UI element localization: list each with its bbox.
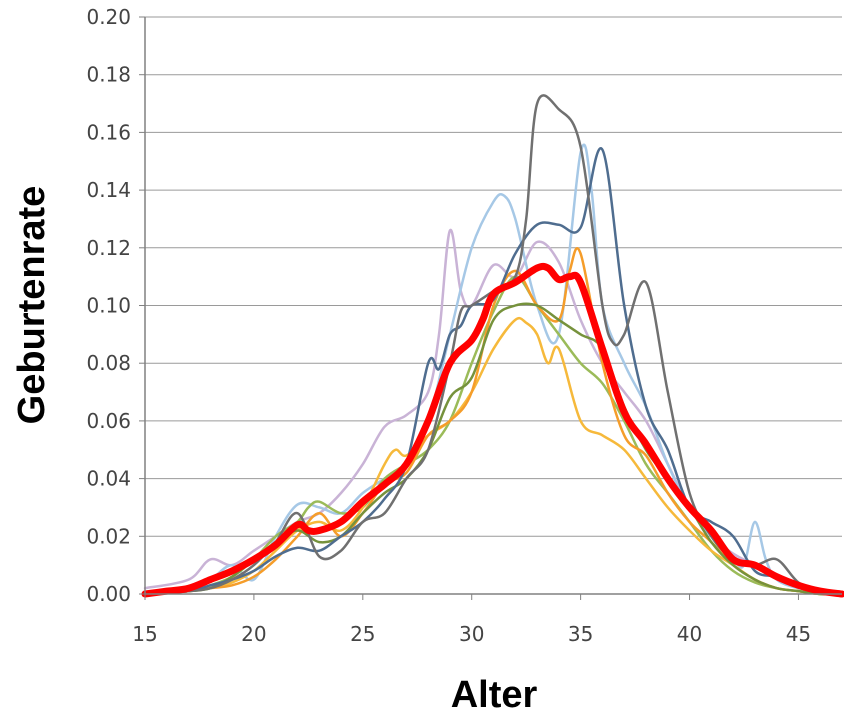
y-tick-label: 0.12 [86, 236, 131, 260]
y-tick-label: 0.16 [86, 120, 131, 144]
y-axis-title: Geburtenrate [11, 186, 53, 425]
x-axis-title: Alter [451, 674, 538, 715]
y-tick-labels: 0.00 0.02 0.04 0.06 0.08 0.10 0.12 0.14 0.16 0.18… [86, 5, 131, 606]
series-line-7 [143, 147, 844, 596]
x-tick-label: 40 [677, 622, 702, 646]
x-tick-label: 20 [241, 622, 266, 646]
series-line-3 [143, 275, 844, 596]
x-tick-label: 45 [786, 622, 811, 646]
y-tick-label: 0.20 [86, 5, 131, 29]
x-tick-label: 35 [568, 622, 593, 646]
gridlines [145, 16, 842, 537]
series-line-2 [143, 143, 844, 596]
y-tick-label: 0.04 [86, 467, 131, 491]
y-tick-label: 0.18 [86, 63, 131, 87]
series-line-8 [143, 94, 844, 596]
y-tick-label: 0.00 [86, 582, 131, 606]
x-tick-label: 15 [132, 622, 157, 646]
series-line-1 [143, 229, 844, 596]
y-tick-label: 0.06 [86, 409, 131, 433]
y-tick-label: 0.10 [86, 294, 131, 318]
x-tick-labels: 15 20 25 30 35 40 45 [132, 622, 811, 646]
axes [139, 16, 842, 600]
series-line-9 [141, 262, 844, 598]
x-tick-label: 25 [350, 622, 375, 646]
series-lines [141, 94, 844, 598]
y-tick-label: 0.02 [86, 524, 131, 548]
y-tick-label: 0.08 [86, 351, 131, 375]
x-tick-label: 30 [459, 622, 484, 646]
y-tick-label: 0.14 [86, 178, 131, 202]
series-line-4 [143, 316, 844, 596]
